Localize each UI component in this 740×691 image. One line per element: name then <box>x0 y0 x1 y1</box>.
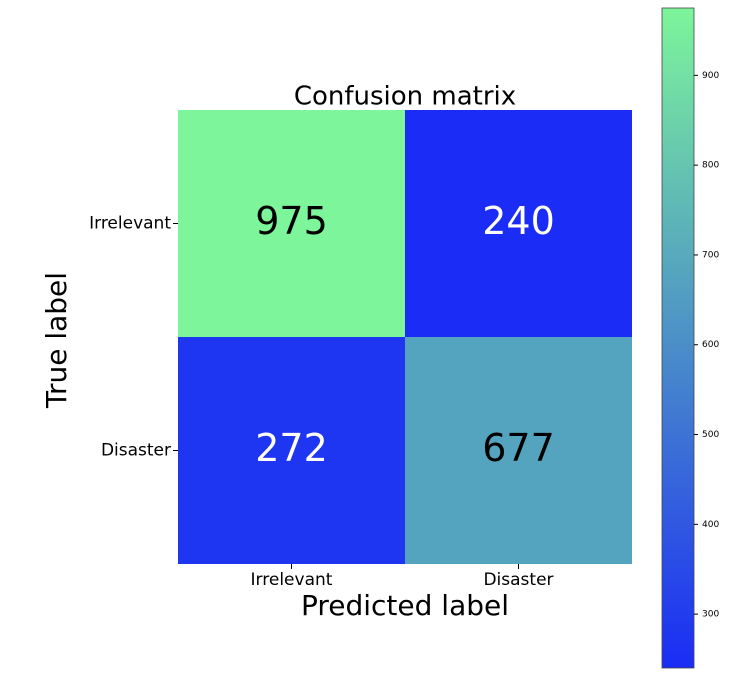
cell-label: 272 <box>255 426 328 470</box>
x-axis-label: Predicted label <box>301 589 509 622</box>
y-axis-label: True label <box>40 272 73 409</box>
colorbar-tick-label: 300 <box>702 610 719 620</box>
y-tick-label: Irrelevant <box>89 214 171 234</box>
x-tick-label: Irrelevant <box>251 570 333 590</box>
cell-label: 240 <box>482 199 555 243</box>
colorbar-tick-label: 500 <box>702 430 719 440</box>
cell <box>178 110 405 337</box>
cell-label: 677 <box>482 426 555 470</box>
colorbar-tick-label: 700 <box>702 250 719 260</box>
cell <box>178 337 405 564</box>
cell-label: 975 <box>255 199 328 243</box>
colorbar <box>661 7 695 669</box>
colorbar-tick-label: 400 <box>702 520 719 530</box>
colorbar-tick-label: 900 <box>702 71 719 81</box>
x-tick-label: Disaster <box>483 570 553 590</box>
cell <box>405 110 632 337</box>
colorbar-tick-label: 600 <box>702 340 719 350</box>
chart-title: Confusion matrix <box>294 82 516 112</box>
colorbar-tick-label: 800 <box>702 161 719 171</box>
y-tick-label: Disaster <box>101 441 171 461</box>
cell <box>405 337 632 564</box>
